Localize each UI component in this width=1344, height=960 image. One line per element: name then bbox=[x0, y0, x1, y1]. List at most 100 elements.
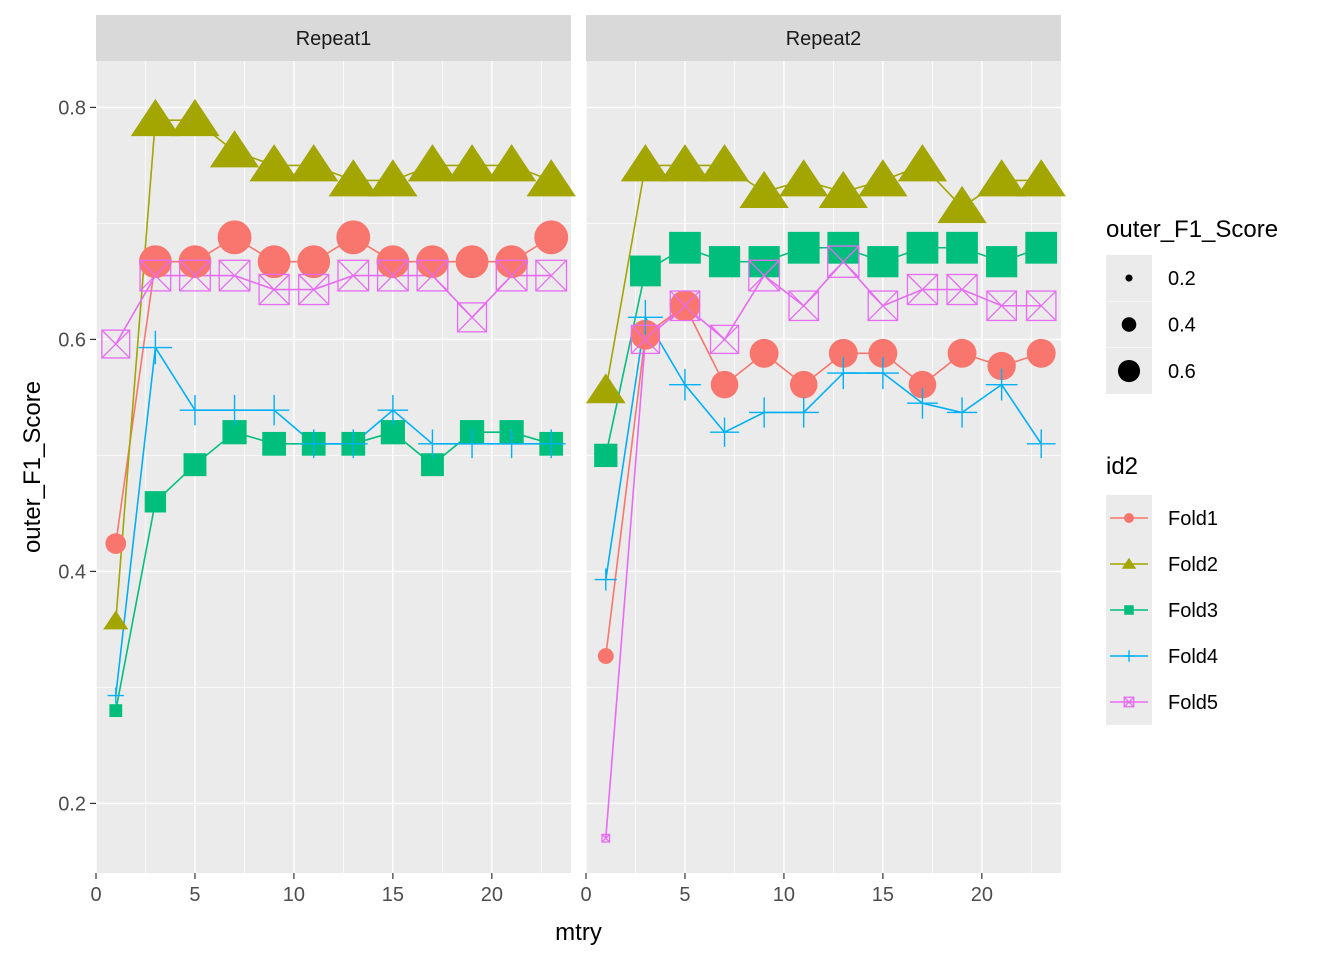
chart-panels: Repeat1 Repeat2 bbox=[95, 15, 1066, 873]
point-fold4 bbox=[788, 397, 819, 428]
point-fold2 bbox=[585, 373, 626, 404]
point-fold1 bbox=[908, 370, 937, 399]
point-fold3 bbox=[867, 246, 899, 278]
size-legend-dot bbox=[1121, 317, 1137, 332]
point-fold4 bbox=[907, 387, 938, 419]
box bbox=[456, 302, 488, 333]
point-fold1 bbox=[828, 338, 858, 368]
point-fold1 bbox=[257, 245, 291, 279]
point-fold1 bbox=[336, 220, 371, 255]
y-tick-label: 0.6 bbox=[58, 329, 86, 351]
facet-panel-repeat2: Repeat2 bbox=[585, 15, 1066, 873]
point-fold4 bbox=[258, 394, 290, 426]
point-fold2 bbox=[249, 144, 299, 182]
point-fold3 bbox=[946, 231, 978, 264]
box bbox=[416, 259, 449, 292]
point-fold4 bbox=[985, 368, 1018, 401]
point-fold1 bbox=[217, 220, 252, 255]
y-axis-title: outer_F1_Score bbox=[19, 381, 46, 553]
x-2 bbox=[337, 259, 370, 292]
box bbox=[906, 273, 939, 306]
series-points bbox=[101, 98, 576, 718]
point-fold4 bbox=[1026, 429, 1056, 459]
point-fold2 bbox=[328, 159, 378, 197]
point-fold5 bbox=[298, 273, 330, 306]
point-fold5 bbox=[669, 290, 701, 322]
x-2 bbox=[416, 259, 449, 292]
point-fold2 bbox=[779, 159, 829, 197]
series-line-fold4 bbox=[605, 315, 1042, 580]
color-legend-marker bbox=[1124, 513, 1134, 523]
point-fold3 bbox=[827, 231, 860, 264]
point-fold1 bbox=[416, 245, 449, 279]
box bbox=[337, 259, 370, 292]
x-2 bbox=[748, 259, 780, 292]
color-legend-marker bbox=[1121, 557, 1137, 569]
point-fold4 bbox=[138, 330, 173, 365]
point-fold5 bbox=[456, 302, 488, 333]
x-2 bbox=[535, 259, 567, 292]
y-tick-label: 0.2 bbox=[58, 793, 86, 815]
point-fold3 bbox=[421, 453, 444, 477]
color-legend-label: Fold3 bbox=[1168, 600, 1218, 622]
point-fold3 bbox=[183, 453, 207, 477]
point-fold5 bbox=[906, 273, 939, 306]
point-fold5 bbox=[101, 329, 131, 359]
point-fold4 bbox=[219, 394, 250, 426]
box bbox=[218, 259, 251, 292]
x-tick-label: 10 bbox=[773, 884, 795, 906]
point-fold2 bbox=[170, 98, 220, 137]
box bbox=[1025, 290, 1057, 322]
point-fold1 bbox=[297, 245, 331, 279]
point-fold5 bbox=[495, 259, 528, 292]
size-legend-label: 0.4 bbox=[1168, 315, 1196, 337]
point-fold3 bbox=[262, 431, 286, 456]
point-fold1 bbox=[138, 245, 172, 279]
point-fold5 bbox=[535, 259, 568, 292]
x-tick-label: 20 bbox=[971, 884, 993, 906]
box bbox=[101, 329, 131, 359]
x-tick-label: 0 bbox=[90, 884, 101, 906]
point-fold1 bbox=[987, 351, 1016, 381]
x-2 bbox=[139, 259, 172, 292]
point-fold5 bbox=[178, 259, 211, 292]
point-fold3 bbox=[906, 231, 939, 264]
x-2 bbox=[298, 274, 330, 306]
point-fold2 bbox=[937, 185, 987, 224]
point-fold1 bbox=[376, 245, 410, 279]
color-legend-label: Fold5 bbox=[1168, 692, 1218, 714]
point-fold4 bbox=[418, 429, 447, 459]
size-legend-title: outer_F1_Score bbox=[1106, 216, 1278, 243]
box bbox=[535, 259, 568, 292]
point-fold1 bbox=[947, 338, 977, 368]
point-fold2 bbox=[526, 159, 576, 197]
box bbox=[139, 259, 172, 292]
x-axis-title: mtry bbox=[555, 919, 602, 946]
x-tick-label: 5 bbox=[679, 884, 690, 906]
point-fold2 bbox=[209, 130, 260, 168]
point-fold2 bbox=[660, 144, 710, 182]
facet-strip-label: Repeat2 bbox=[786, 28, 862, 50]
point-fold5 bbox=[416, 259, 449, 292]
box bbox=[178, 259, 211, 292]
point-fold5 bbox=[218, 259, 251, 292]
point-fold3 bbox=[787, 231, 820, 264]
x-2 bbox=[788, 290, 819, 321]
x-2 bbox=[1026, 290, 1057, 321]
box bbox=[788, 290, 820, 322]
box bbox=[748, 259, 781, 292]
box bbox=[827, 245, 860, 278]
facet-strip bbox=[96, 15, 571, 61]
point-fold5 bbox=[1025, 290, 1057, 322]
point-fold5 bbox=[630, 324, 661, 355]
facet-strip-label: Repeat1 bbox=[296, 28, 372, 50]
point-fold5 bbox=[748, 259, 781, 292]
point-fold2 bbox=[407, 144, 458, 182]
point-fold2 bbox=[103, 610, 129, 630]
point-fold1 bbox=[105, 533, 127, 554]
size-legend-dot bbox=[1125, 274, 1133, 282]
point-fold2 bbox=[620, 144, 671, 182]
series-points bbox=[585, 144, 1066, 843]
box bbox=[709, 324, 740, 355]
